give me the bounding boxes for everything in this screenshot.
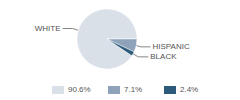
svg-text:HISPANIC: HISPANIC [152,42,189,51]
svg-text:2.4%: 2.4% [180,85,198,94]
svg-text:7.1%: 7.1% [124,85,142,94]
svg-text:WHITE: WHITE [35,24,61,33]
svg-text:BLACK: BLACK [150,52,177,61]
svg-text:90.6%: 90.6% [68,85,91,94]
